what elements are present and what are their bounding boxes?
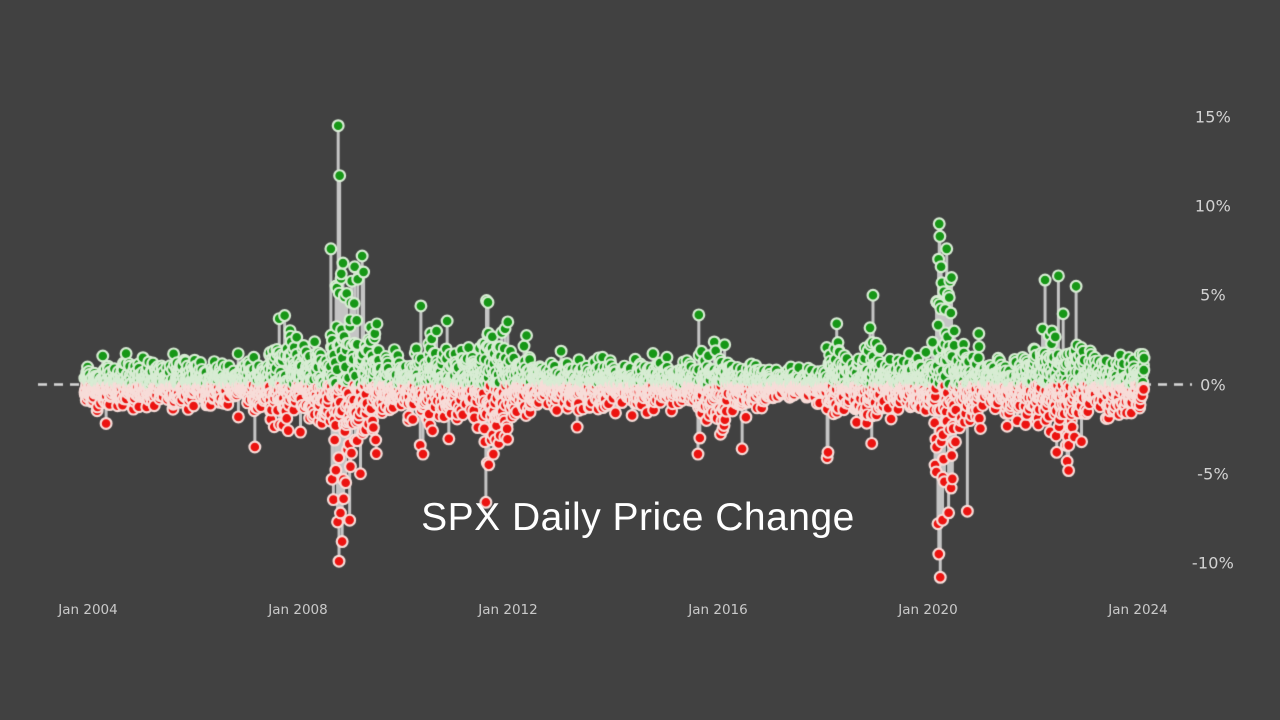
chart-title: SPX Daily Price Change	[421, 496, 855, 539]
x-tick-label: Jan 2012	[478, 602, 538, 618]
y-tick-label: -10%	[1191, 553, 1235, 573]
y-tick-label: 5%	[1200, 285, 1226, 305]
y-tick-label: 15%	[1194, 107, 1232, 127]
y-tick-label: 10%	[1194, 196, 1232, 216]
x-tick-label: Jan 2008	[268, 602, 328, 618]
y-tick-label: 0%	[1200, 375, 1226, 394]
x-tick-label: Jan 2016	[688, 602, 748, 618]
x-tick-label: Jan 2004	[58, 602, 118, 618]
x-tick-label: Jan 2024	[1108, 602, 1168, 618]
x-tick-label: Jan 2020	[898, 602, 958, 618]
y-tick-label: -5%	[1197, 464, 1229, 484]
